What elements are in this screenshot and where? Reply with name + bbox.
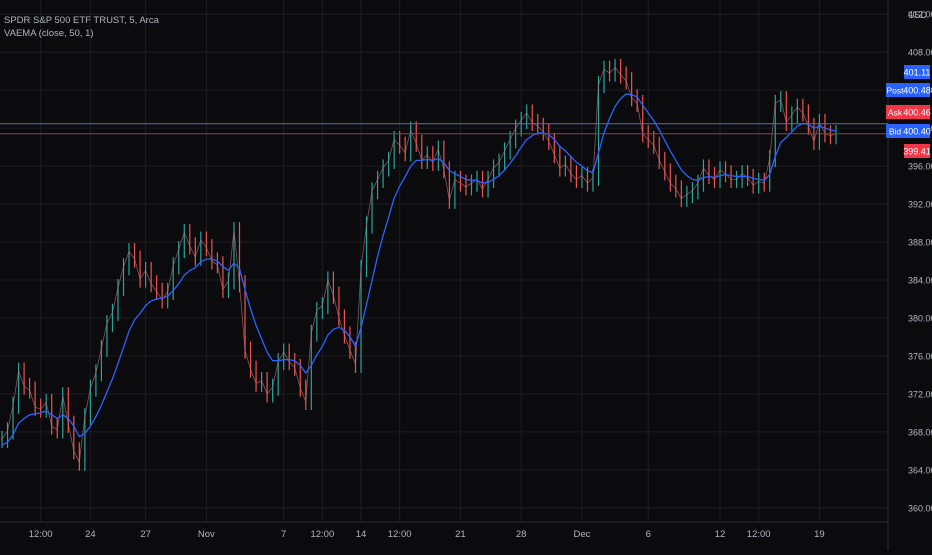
price-401-badge-value-bg <box>904 65 930 79</box>
ask-badge-label-bg <box>886 105 904 119</box>
x-tick-label: 6 <box>646 529 651 540</box>
symbol-title[interactable]: SPDR S&P 500 ETF TRUST, 5, Arca <box>4 15 159 26</box>
chart-legend: SPDR S&P 500 ETF TRUST, 5, Arca VAEMA (c… <box>4 14 159 40</box>
bid-badge-value-bg <box>904 124 930 138</box>
x-tick-label: 12:00 <box>310 529 334 540</box>
x-tick-label: 12:00 <box>747 529 771 540</box>
y-tick-label: 412.00 <box>908 10 932 20</box>
bid-badge-label: Bid <box>889 127 902 137</box>
y-tick-label: 372.00 <box>908 389 932 399</box>
post-badge-value-bg <box>904 83 930 97</box>
x-tick-label: 28 <box>516 529 527 540</box>
post-badge-label: Post <box>886 86 904 96</box>
post-badge-label-bg <box>886 83 904 97</box>
bid-badge-value: 400.40 <box>903 127 931 137</box>
x-tick-label: 12:00 <box>29 529 53 540</box>
y-tick-label: 396.00 <box>908 162 932 172</box>
price-401-badge-value: 401.11 <box>904 68 931 78</box>
post-badge-value: 400.48 <box>903 86 931 96</box>
y-tick-label: 360.00 <box>908 503 932 513</box>
indicator-title[interactable]: VAEMA (close, 50, 1) <box>4 28 94 39</box>
y-tick-label: 388.00 <box>908 238 932 248</box>
x-tick-label: 24 <box>85 529 96 540</box>
bid-badge-label-bg <box>886 124 904 138</box>
x-tick-label: Dec <box>573 529 590 540</box>
price-line <box>1 66 837 464</box>
ask-badge-value: 400.46 <box>903 108 931 118</box>
x-tick-label: 14 <box>356 529 367 540</box>
last-price-badge-value-bg <box>904 144 930 158</box>
y-tick-label: 376.00 <box>908 351 932 361</box>
last-price-badge-value: 399.41 <box>903 147 931 157</box>
currency-label: USD <box>908 10 928 20</box>
y-tick-label: 368.00 <box>908 427 932 437</box>
ask-badge-label: Ask <box>888 108 903 118</box>
vaema-line <box>1 93 837 446</box>
x-tick-label: 7 <box>281 529 286 540</box>
y-tick-label: 380.00 <box>908 313 932 323</box>
x-tick-label: Nov <box>198 529 215 540</box>
x-tick-label: 21 <box>455 529 466 540</box>
y-tick-label: 384.00 <box>908 275 932 285</box>
y-tick-label: 364.00 <box>908 465 932 475</box>
x-tick-label: 12:00 <box>388 529 412 540</box>
x-tick-label: 19 <box>814 529 825 540</box>
y-tick-label: 408.00 <box>908 48 932 58</box>
x-tick-label: 12 <box>715 529 726 540</box>
ask-badge-value-bg <box>904 105 930 119</box>
x-tick-label: 27 <box>140 529 151 540</box>
y-tick-label: 392.00 <box>908 200 932 210</box>
